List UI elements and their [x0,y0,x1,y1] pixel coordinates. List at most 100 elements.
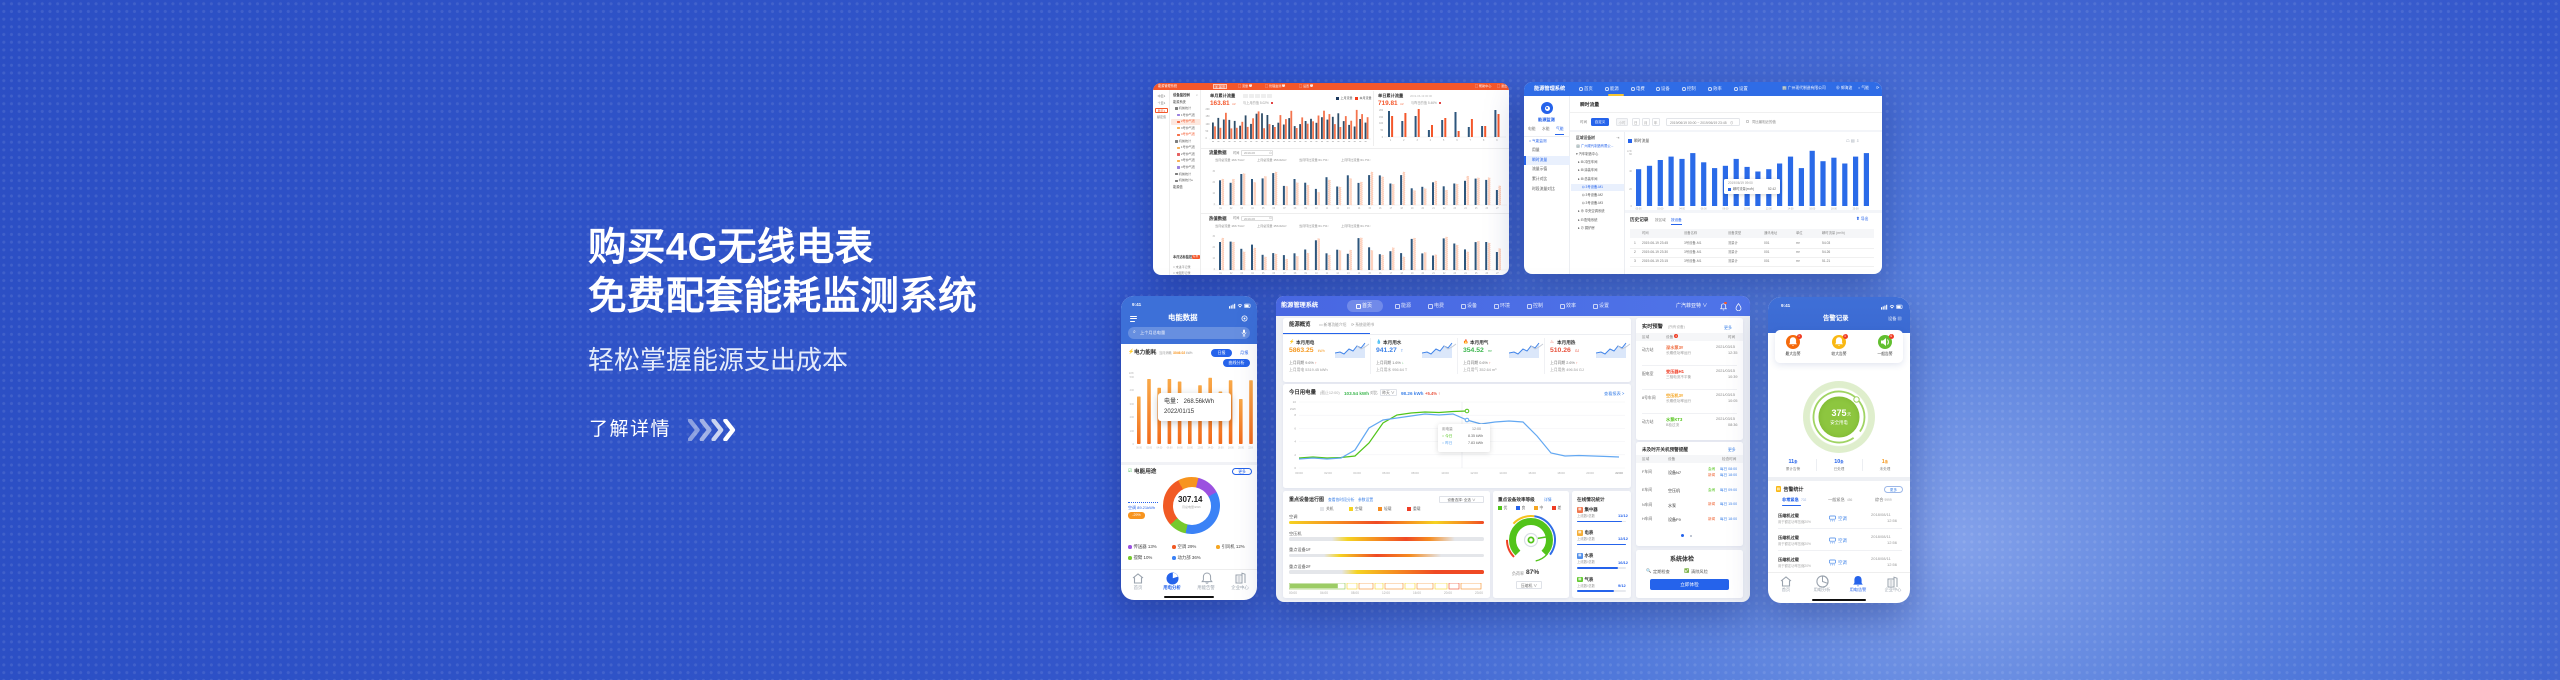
svg-text:04:00: 04:00 [1353,471,1361,475]
svg-text:0: 0 [1214,269,1216,271]
svg-text:08: 08 [1294,208,1297,210]
svg-text:13: 13 [1347,208,1350,210]
svg-text:5: 5 [1443,140,1445,142]
svg-text:50: 50 [1380,130,1383,132]
svg-text:19: 19 [1411,273,1414,275]
svg-text:06:00: 06:00 [1167,448,1173,450]
svg-text:200: 200 [1130,415,1135,419]
svg-text:01: 01 [1219,273,1222,275]
svg-text:12:00: 12:00 [1197,448,1203,450]
svg-text:21: 21 [1432,273,1435,275]
svg-text:04: 04 [1251,208,1254,210]
svg-text:25: 25 [1475,273,1478,275]
svg-text:15: 15 [1368,208,1371,210]
svg-text:06: 06 [1273,273,1276,275]
svg-text:0: 0 [1631,204,1633,208]
svg-text:20:00: 20:00 [1586,471,1594,475]
svg-text:12: 12 [1336,273,1339,275]
svg-text:12:00: 12:00 [1470,471,1478,475]
svg-text:18:00: 18:00 [1228,448,1234,450]
svg-text:0: 0 [1214,204,1216,206]
svg-text:7: 7 [1470,140,1472,142]
svg-text:30: 30 [1212,236,1215,238]
svg-text:6: 6 [1294,426,1296,430]
svg-text:16:00: 16:00 [1809,208,1816,211]
svg-text:30: 30 [1212,171,1215,173]
svg-text:04:00: 04:00 [1157,448,1163,450]
svg-text:16: 16 [1379,208,1382,210]
svg-text:18:00: 18:00 [1557,471,1565,475]
svg-text:24: 24 [1464,273,1467,275]
svg-text:15: 15 [1368,273,1371,275]
svg-text:16:00: 16:00 [1218,448,1224,450]
svg-text:11: 11 [1326,273,1329,275]
svg-text:00:00: 00:00 [1136,448,1142,450]
svg-text:02:00: 02:00 [1657,208,1664,211]
svg-text:300: 300 [1130,402,1135,406]
svg-text:10: 10 [1212,193,1215,195]
svg-text:02: 02 [1230,208,1233,210]
svg-text:0: 0 [1294,466,1296,470]
svg-text:23: 23 [1454,208,1457,210]
svg-text:500: 500 [1130,375,1135,379]
svg-text:10: 10 [1212,258,1215,260]
svg-text:8: 8 [1294,413,1296,417]
svg-text:18: 18 [1400,273,1403,275]
svg-text:23: 23 [1454,273,1457,275]
svg-text:20: 20 [1629,187,1632,191]
svg-text:17: 17 [1390,273,1393,275]
svg-text:05: 05 [1262,273,1265,275]
svg-text:03: 03 [1241,208,1244,210]
svg-text:12:00: 12:00 [1766,208,1773,211]
svg-text:3: 3 [1416,140,1418,142]
svg-text:100: 100 [1130,429,1135,433]
svg-text:13: 13 [1347,273,1350,275]
svg-text:11: 11 [1326,208,1329,210]
svg-text:26: 26 [1486,208,1489,210]
svg-text:14:00: 14:00 [1208,448,1214,450]
svg-text:09: 09 [1304,208,1307,210]
svg-text:02:00: 02:00 [1146,448,1152,450]
svg-text:08:00: 08:00 [1722,208,1729,211]
svg-text:14: 14 [1358,273,1361,275]
svg-text:24: 24 [1464,208,1467,210]
svg-text:19: 19 [1411,208,1414,210]
svg-text:20: 20 [1212,247,1215,249]
svg-text:09: 09 [1304,273,1307,275]
svg-text:08: 08 [1294,273,1297,275]
svg-text:08:00: 08:00 [1411,471,1419,475]
svg-text:20: 20 [1422,273,1425,275]
svg-text:100: 100 [1379,123,1384,125]
svg-text:22:00: 22:00 [1248,448,1253,450]
svg-text:8: 8 [1483,140,1485,142]
svg-text:0: 0 [1382,137,1384,139]
svg-text:22:00: 22:00 [1615,471,1623,475]
svg-text:10:00: 10:00 [1441,471,1449,475]
svg-text:00:00: 00:00 [1295,471,1303,475]
svg-text:16: 16 [1379,273,1382,275]
svg-text:06:00: 06:00 [1382,471,1390,475]
svg-text:23:00: 23:00 [1615,471,1623,475]
svg-text:20:00: 20:00 [1238,448,1244,450]
svg-text:08:00: 08:00 [1177,448,1183,450]
svg-text:21: 21 [1432,208,1435,210]
svg-text:27: 27 [1496,208,1499,210]
svg-text:200: 200 [1379,110,1384,112]
svg-text:14:00: 14:00 [1788,208,1795,211]
svg-text:375: 375 [1832,408,1847,418]
svg-text:40: 40 [1629,169,1632,173]
svg-text:20: 20 [1212,182,1215,184]
svg-text:26: 26 [1486,273,1489,275]
svg-text:07: 07 [1283,273,1286,275]
svg-text:02: 02 [1230,273,1233,275]
svg-text:1: 1 [1390,140,1392,142]
svg-text:14: 14 [1358,208,1361,210]
svg-text:22: 22 [1443,273,1446,275]
svg-text:18:00: 18:00 [1831,208,1838,211]
svg-text:06: 06 [1273,208,1276,210]
svg-text:4: 4 [1430,140,1432,142]
svg-text:16:00: 16:00 [1528,471,1536,475]
svg-text:10: 10 [1293,400,1297,404]
svg-text:kWh: kWh [1290,407,1296,411]
svg-text:03: 03 [1241,273,1244,275]
